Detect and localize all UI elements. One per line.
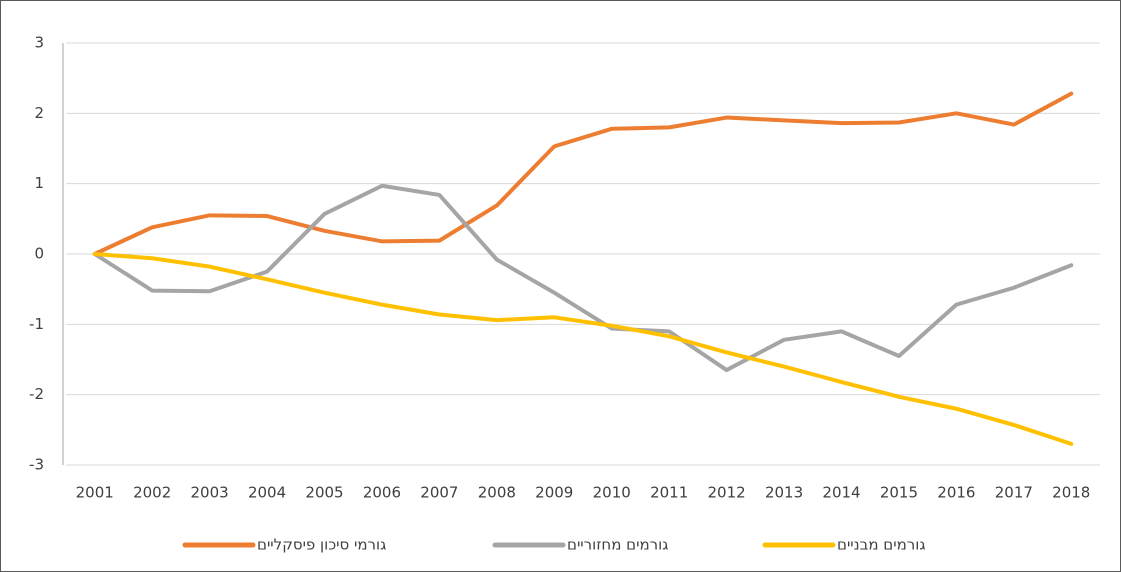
x-tick-label: 2006 bbox=[363, 484, 401, 502]
legend-label: גורמים מבניים bbox=[837, 536, 926, 554]
x-tick-label: 2007 bbox=[420, 484, 458, 502]
x-tick-label: 2008 bbox=[478, 484, 516, 502]
x-tick-label: 2009 bbox=[535, 484, 573, 502]
x-tick-label: 2015 bbox=[880, 484, 918, 502]
x-tick-label: 2005 bbox=[305, 484, 343, 502]
x-tick-label: 2016 bbox=[937, 484, 975, 502]
x-tick-label: 2001 bbox=[76, 484, 114, 502]
x-tick-label: 2003 bbox=[191, 484, 229, 502]
x-tick-label: 2013 bbox=[765, 484, 803, 502]
series-line bbox=[92, 91, 1074, 256]
x-tick-label: 2004 bbox=[248, 484, 286, 502]
series-line bbox=[92, 183, 1074, 373]
x-tick-label: 2011 bbox=[650, 484, 688, 502]
x-tick-label: 2018 bbox=[1052, 484, 1090, 502]
y-tick-label: 0 bbox=[34, 245, 44, 263]
y-tick-label: 1 bbox=[34, 174, 44, 192]
y-tick-label: -3 bbox=[29, 456, 44, 474]
x-tick-label: 2014 bbox=[822, 484, 860, 502]
x-tick-label: 2012 bbox=[708, 484, 746, 502]
y-tick-label: -1 bbox=[29, 315, 44, 333]
series-line bbox=[92, 252, 1074, 446]
x-tick-label: 2010 bbox=[593, 484, 631, 502]
x-tick-label: 2002 bbox=[133, 484, 171, 502]
y-tick-label: 3 bbox=[34, 34, 44, 52]
legend-label: גורמים מחזוריים bbox=[567, 536, 668, 554]
x-tick-label: 2017 bbox=[995, 484, 1033, 502]
y-tick-label: 2 bbox=[34, 104, 44, 122]
y-tick-label: -2 bbox=[29, 385, 44, 403]
legend-label: גורמי סיכון פיסקליים bbox=[257, 536, 386, 554]
